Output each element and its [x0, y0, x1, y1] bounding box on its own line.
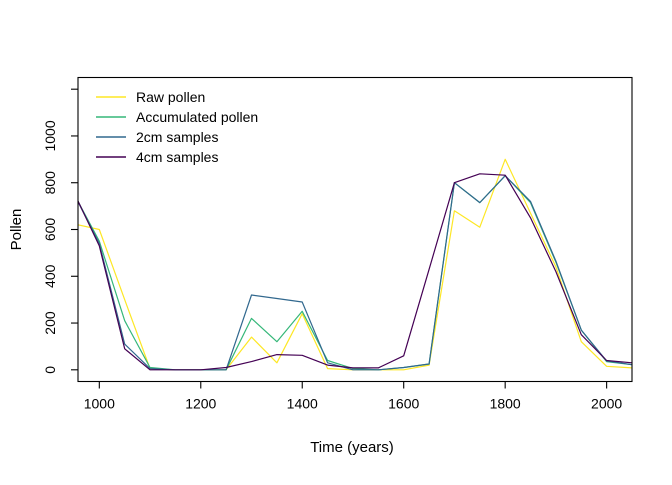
legend: Raw pollen Accumulated pollen 2cm samples 4… — [96, 89, 258, 165]
y-tick-label: 0 — [42, 366, 58, 374]
y-tick-label: 800 — [42, 171, 58, 195]
x-tick-label: 1600 — [388, 396, 419, 412]
y-tick-label: 200 — [42, 311, 58, 335]
y-axis-title: Pollen — [8, 209, 25, 251]
x-tick-label: 1000 — [84, 396, 115, 412]
legend-label: 2cm samples — [136, 129, 218, 145]
legend-label: Raw pollen — [136, 89, 205, 105]
y-tick-label: 1000 — [42, 120, 58, 151]
plot-box — [77, 76, 633, 383]
series-lines — [77, 158, 633, 371]
x-tick-label: 1200 — [185, 396, 216, 412]
x-tick-label: 2000 — [591, 396, 622, 412]
y-tick-label: 600 — [42, 218, 58, 242]
series-line-raw-pollen — [77, 158, 633, 371]
x-tick-label: 1800 — [490, 396, 521, 412]
y-tick-label: 400 — [42, 264, 58, 288]
axis-ticks: 1000 1200 1400 1600 1800 2000 0 200 400 600 800 100… — [42, 88, 622, 412]
legend-label: 4cm samples — [136, 149, 218, 165]
x-axis-title: Time (years) — [310, 439, 394, 456]
series-line-4cm-samples — [77, 173, 633, 371]
x-tick-label: 1400 — [287, 396, 318, 412]
series-line-accumulated-pollen — [77, 175, 633, 371]
series-line-2cm-samples — [77, 175, 633, 371]
legend-label: Accumulated pollen — [136, 109, 258, 125]
